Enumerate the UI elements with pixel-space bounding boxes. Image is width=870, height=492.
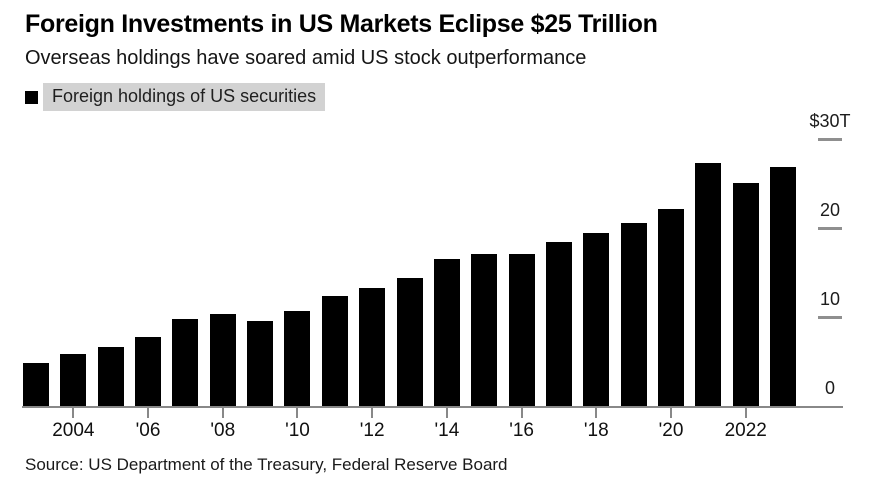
bar-2014 [433,259,460,406]
x-axis-label-2022: 2022 [724,420,767,441]
bar-2012 [359,287,386,406]
legend: Foreign holdings of US securities [25,83,326,111]
chart-title: Foreign Investments in US Markets Eclips… [25,10,658,38]
bar-2010 [284,310,311,406]
bar-2022 [732,182,759,406]
x-tick-2014 [445,408,448,418]
bar-2004 [60,354,87,406]
x-axis-label-2004: 2004 [52,420,95,441]
x-axis-label-2020: '20 [658,420,684,441]
y-axis-label-30: $30T [809,111,851,131]
x-tick-2010 [296,408,299,418]
legend-label: Foreign holdings of US securities [43,83,326,111]
x-axis-label-2006: '06 [135,420,161,441]
y-tick-dash-20 [818,226,842,230]
bar-2021 [695,163,722,406]
bar-2023 [770,166,797,406]
y-axis-label-20: 20 [819,200,841,220]
legend-swatch-icon [25,90,38,104]
bar-2017 [545,242,572,406]
y-axis-label-0: 0 [824,378,835,398]
x-tick-2022 [744,408,747,418]
bar-2008 [209,314,236,406]
y-tick-dash-30 [818,137,842,141]
bar-2020 [658,209,685,406]
bar-2005 [97,347,124,406]
x-axis-label-2018: '18 [583,420,609,441]
x-tick-2006 [147,408,150,418]
bar-2009 [247,320,274,406]
x-tick-2012 [371,408,374,418]
source-attribution: Source: US Department of the Treasury, F… [25,455,508,474]
x-axis-label-2012: '12 [359,420,385,441]
x-tick-2008 [221,408,224,418]
chart-subtitle: Overseas holdings have soared amid US st… [25,47,587,69]
y-axis-label-10: 10 [819,289,841,309]
y-tick-dash-10 [818,315,842,319]
x-tick-2020 [670,408,673,418]
x-tick-2018 [595,408,598,418]
x-axis-label-2014: '14 [434,420,460,441]
x-tick-2016 [520,408,523,418]
bar-2006 [135,337,162,406]
x-axis-label-2010: '10 [285,420,310,441]
x-axis-label-2016: '16 [509,420,534,441]
bar-2007 [172,318,199,406]
bar-2011 [321,295,348,406]
bar-2016 [508,253,535,406]
x-axis-label-2008: '08 [210,420,236,441]
bar-2003 [23,363,49,406]
x-axis-line [22,406,843,408]
bar-2018 [583,233,610,406]
bar-2019 [620,222,647,406]
bar-2015 [471,253,498,406]
bar-2013 [396,277,423,406]
x-tick-2004 [72,408,75,418]
